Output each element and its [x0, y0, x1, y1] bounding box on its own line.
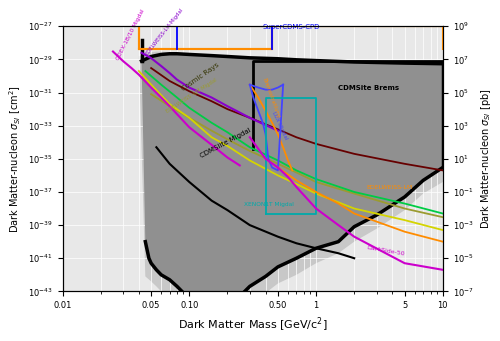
Text: Bremsstrahlung: Bremsstrahlung	[262, 77, 280, 119]
Text: CDMSite Brems: CDMSite Brems	[338, 85, 400, 91]
Text: EDELWEISS-LM: EDELWEISS-LM	[366, 185, 412, 190]
Polygon shape	[139, 51, 443, 325]
X-axis label: Dark Matter Mass [GeV/c$^2$]: Dark Matter Mass [GeV/c$^2$]	[178, 316, 328, 334]
Polygon shape	[142, 54, 443, 308]
Text: DarkSide-50: DarkSide-50	[366, 245, 406, 256]
Text: EDELWEISS -LM Migdal: EDELWEISS -LM Migdal	[166, 77, 218, 114]
Text: EDELWEISS-LM-Migdal: EDELWEISS-LM-Migdal	[144, 7, 184, 56]
Text: XENON1T Migdal: XENON1T Migdal	[244, 202, 294, 207]
Y-axis label: Dark Matter-nucleon $\sigma_{SI}$ [pb]: Dark Matter-nucleon $\sigma_{SI}$ [pb]	[479, 89, 493, 229]
Text: CDEX-1B/10 Migdal: CDEX-1B/10 Migdal	[115, 8, 146, 61]
Text: CDMSlite Migdal: CDMSlite Migdal	[200, 127, 252, 159]
Text: LUX Migdal: LUX Migdal	[271, 111, 288, 140]
Text: SuperCDMS-CPD: SuperCDMS-CPD	[263, 25, 320, 30]
Text: Cosmic Rays: Cosmic Rays	[180, 62, 220, 92]
Y-axis label: Dark Matter-nucleon $\sigma_{SI}$ [cm$^2$]: Dark Matter-nucleon $\sigma_{SI}$ [cm$^2…	[7, 85, 22, 233]
